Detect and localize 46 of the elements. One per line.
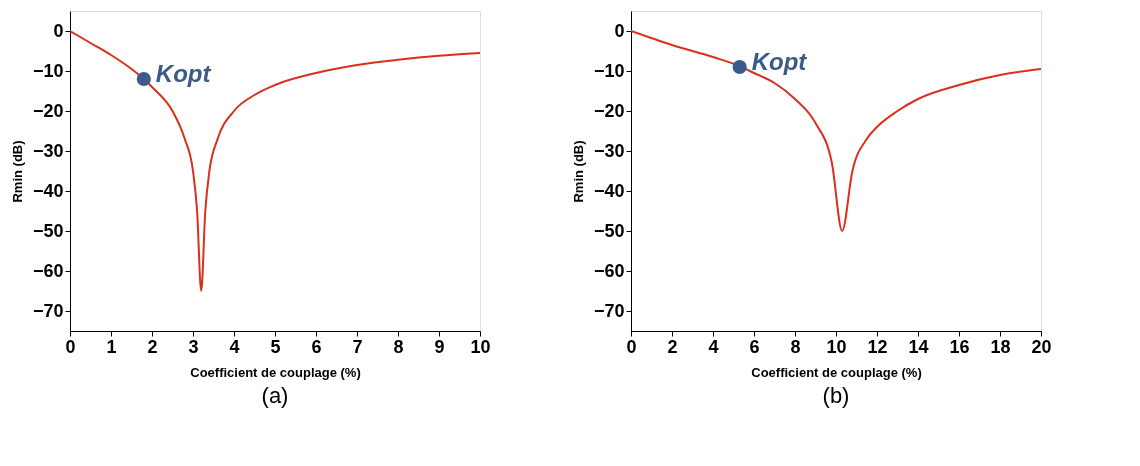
- y-tick-label: −40: [593, 180, 625, 201]
- x-axis-title: Coefficient de couplage (%): [751, 364, 922, 380]
- y-tick-label: −30: [593, 140, 625, 161]
- x-tick-label: 4: [708, 336, 719, 357]
- y-tick-label: −20: [593, 100, 625, 121]
- x-tick-label: 18: [990, 336, 1011, 357]
- y-tick-label: −30: [32, 140, 64, 161]
- text: (b): [822, 383, 850, 408]
- y-tick-label: −20: [32, 100, 64, 121]
- annotation: Kopt: [751, 48, 808, 75]
- y-tick-label: −10: [593, 60, 625, 81]
- line-series: [631, 30, 1041, 232]
- x-tick-label: 1: [106, 336, 117, 357]
- x-tick-label: 14: [908, 336, 929, 357]
- text: (a): [261, 383, 289, 408]
- y-tick-label: −50: [593, 220, 625, 241]
- x-tick-label: 7: [352, 336, 363, 357]
- y-axis-title: Rmin (dB): [9, 140, 25, 203]
- line-series: [70, 30, 480, 292]
- x-tick-label: 10: [826, 336, 847, 357]
- y-tick-label: −70: [593, 300, 625, 321]
- y-tick-label: −60: [593, 260, 625, 281]
- x-tick-label: 20: [1031, 336, 1052, 357]
- x-tick-label: 16: [949, 336, 970, 357]
- x-tick-label: 6: [311, 336, 322, 357]
- y-tick-label: 0: [614, 20, 625, 41]
- x-tick-label: 12: [867, 336, 888, 357]
- y-tick-label: −10: [32, 60, 64, 81]
- x-tick-label: 9: [434, 336, 445, 357]
- y-axis-title: Rmin (dB): [570, 140, 586, 203]
- y-tick-label: −40: [32, 180, 64, 201]
- x-tick-label: 2: [667, 336, 678, 357]
- y-tick-label: −60: [32, 260, 64, 281]
- y-tick-label: −70: [32, 300, 64, 321]
- x-tick-label: 4: [229, 336, 240, 357]
- x-tick-label: 8: [393, 336, 404, 357]
- x-tick-label: 5: [270, 336, 281, 357]
- y-tick-label: −50: [32, 220, 64, 241]
- x-tick-label: 8: [790, 336, 801, 357]
- x-tick-label: 6: [749, 336, 760, 357]
- x-axis-title: Coefficient de couplage (%): [190, 364, 361, 380]
- annotation: Kopt: [155, 60, 212, 87]
- x-tick-label: 3: [188, 336, 199, 357]
- y-tick-label: 0: [53, 20, 64, 41]
- x-tick-label: 2: [147, 336, 158, 357]
- x-tick-label: 10: [470, 336, 491, 357]
